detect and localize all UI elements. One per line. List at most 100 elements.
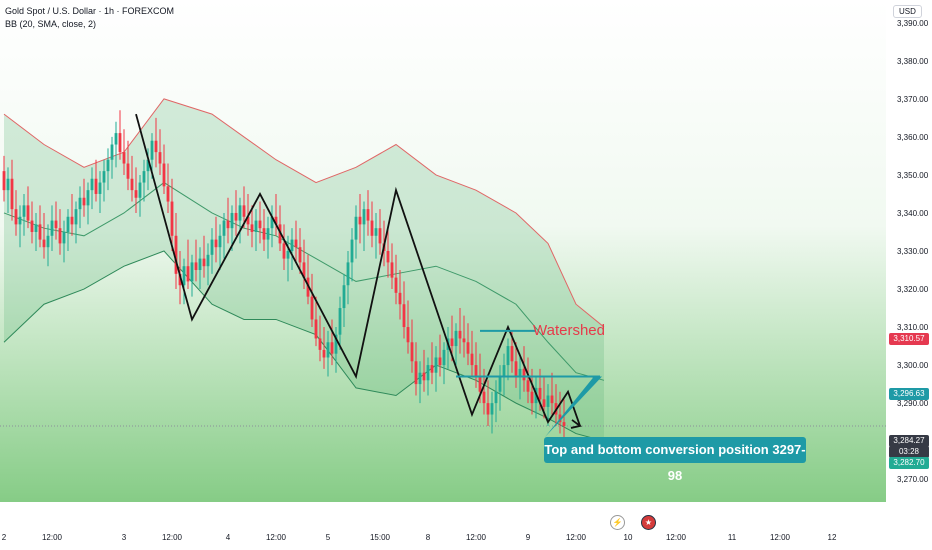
candle-body	[114, 133, 118, 145]
candle-body	[414, 361, 418, 385]
us-flag-icon[interactable]: ★	[641, 515, 656, 530]
zigzag-pattern	[135, 113, 583, 429]
candle-body	[510, 346, 514, 362]
zigzag-arrow	[570, 419, 583, 429]
plot-background	[0, 0, 886, 502]
time-axis: 2 12:00 3 12:00 4 12:00 5 15:00 8 12:00 9 12:00 10 12…	[2, 533, 837, 542]
price-tick-label: 3,290.00	[897, 399, 929, 408]
bb-middle-line	[3, 181, 605, 381]
candle-body	[362, 209, 366, 225]
candle-body	[558, 414, 562, 423]
time-tick-label: 12:00	[666, 533, 687, 542]
candle-body	[274, 216, 278, 225]
price-tag-last: 3,284.27	[889, 435, 929, 447]
conversion-callout: Top and bottom conversion position 3297-…	[544, 437, 806, 483]
candle-body	[62, 231, 66, 244]
candles	[2, 110, 566, 438]
candle-body	[462, 338, 466, 343]
zigzag-line	[135, 113, 581, 427]
candle-body	[562, 422, 566, 426]
candle-body	[266, 228, 270, 240]
candle-body	[186, 266, 190, 282]
candle-body	[130, 178, 134, 191]
time-tick-label: 12:00	[466, 533, 487, 542]
price-tick-label: 3,360.00	[897, 133, 929, 142]
candle-body	[2, 171, 6, 191]
candle-body	[354, 216, 358, 240]
candle-body	[166, 186, 170, 202]
currency-button[interactable]: USD	[893, 5, 922, 18]
candle-body	[474, 365, 478, 377]
candle-body	[402, 304, 406, 328]
candle-body	[486, 403, 490, 415]
candle-body	[86, 190, 90, 206]
candle-body	[518, 368, 522, 377]
price-tick-label: 3,300.00	[897, 361, 929, 370]
candle-body	[422, 372, 426, 381]
time-tick-label: 12	[828, 533, 837, 542]
symbol-title[interactable]: Gold Spot / U.S. Dollar · 1h · FOREXCOM	[5, 6, 175, 16]
candle-body	[170, 201, 174, 236]
time-tick-label: 11	[728, 533, 737, 542]
candle-body	[134, 190, 138, 198]
candle-body	[498, 376, 502, 392]
candle-body	[418, 372, 422, 385]
candle-body	[22, 205, 26, 217]
candle-body	[42, 239, 46, 248]
candle-body	[126, 163, 130, 179]
candle-body	[14, 209, 18, 225]
candle-body	[118, 133, 122, 153]
lightning-icon[interactable]: ⚡	[610, 515, 625, 530]
candle-body	[298, 247, 302, 263]
candle-body	[106, 159, 110, 172]
candle-body	[82, 197, 86, 206]
time-axis-background	[0, 502, 886, 550]
candle-body	[50, 220, 54, 236]
candle-body	[526, 380, 530, 392]
indicator-legend[interactable]: BB (20, SMA, close, 2)	[5, 19, 97, 29]
candle-body	[522, 368, 526, 381]
price-tick-label: 3,340.00	[897, 209, 929, 218]
candle-body	[146, 159, 150, 172]
callout-pointer	[545, 376, 602, 437]
candle-body	[494, 391, 498, 404]
candle-body	[58, 228, 62, 244]
price-tick-label: 3,270.00	[897, 475, 929, 484]
candle-body	[210, 239, 214, 255]
candle-body	[438, 357, 442, 366]
price-tag-countdown: 03:28	[889, 446, 929, 458]
candle-body	[98, 182, 102, 194]
candle-body	[142, 171, 146, 183]
time-tick-label: 9	[526, 533, 531, 542]
candle-body	[26, 205, 30, 221]
candle-body	[550, 395, 554, 404]
candle-body	[358, 216, 362, 225]
candle-body	[318, 338, 322, 350]
candle-body	[6, 178, 10, 191]
candle-body	[102, 171, 106, 183]
candle-body	[154, 140, 158, 153]
candle-body	[458, 330, 462, 339]
candle-body	[90, 178, 94, 191]
candle-body	[434, 357, 438, 373]
candle-body	[78, 197, 82, 210]
candle-body	[290, 239, 294, 251]
candle-body	[342, 285, 346, 309]
time-tick-label: 15:00	[370, 533, 391, 542]
candle-body	[314, 319, 318, 339]
candle-body	[478, 376, 482, 392]
candle-body	[346, 262, 350, 286]
candle-body	[94, 178, 98, 194]
candle-body	[294, 239, 298, 248]
candle-body	[378, 228, 382, 244]
price-tick-label: 3,330.00	[897, 247, 929, 256]
candle-body	[502, 365, 506, 377]
candle-body	[174, 235, 178, 274]
candle-body	[158, 152, 162, 164]
candle-body	[514, 361, 518, 377]
candle-body	[334, 334, 338, 354]
price-tag-level: 3,296.63	[889, 388, 929, 400]
candle-body	[214, 239, 218, 248]
